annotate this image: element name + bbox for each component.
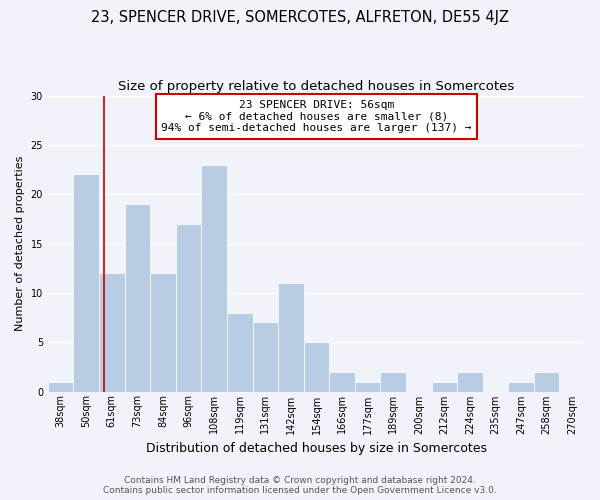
Text: Contains HM Land Registry data © Crown copyright and database right 2024.
Contai: Contains HM Land Registry data © Crown c… bbox=[103, 476, 497, 495]
Bar bbox=[99, 273, 125, 392]
Bar bbox=[73, 174, 99, 392]
Bar bbox=[534, 372, 559, 392]
Bar bbox=[278, 283, 304, 392]
Bar bbox=[355, 382, 380, 392]
Bar bbox=[508, 382, 534, 392]
Bar bbox=[380, 372, 406, 392]
Bar bbox=[329, 372, 355, 392]
Bar bbox=[125, 204, 150, 392]
Text: 23, SPENCER DRIVE, SOMERCOTES, ALFRETON, DE55 4JZ: 23, SPENCER DRIVE, SOMERCOTES, ALFRETON,… bbox=[91, 10, 509, 25]
Bar bbox=[227, 312, 253, 392]
Bar bbox=[457, 372, 482, 392]
Bar bbox=[253, 322, 278, 392]
Bar bbox=[48, 382, 73, 392]
Text: 23 SPENCER DRIVE: 56sqm
← 6% of detached houses are smaller (8)
94% of semi-deta: 23 SPENCER DRIVE: 56sqm ← 6% of detached… bbox=[161, 100, 472, 133]
Bar bbox=[150, 273, 176, 392]
Bar bbox=[176, 224, 202, 392]
X-axis label: Distribution of detached houses by size in Somercotes: Distribution of detached houses by size … bbox=[146, 442, 487, 455]
Y-axis label: Number of detached properties: Number of detached properties bbox=[15, 156, 25, 331]
Bar bbox=[304, 342, 329, 392]
Bar bbox=[431, 382, 457, 392]
Title: Size of property relative to detached houses in Somercotes: Size of property relative to detached ho… bbox=[118, 80, 515, 93]
Bar bbox=[202, 164, 227, 392]
